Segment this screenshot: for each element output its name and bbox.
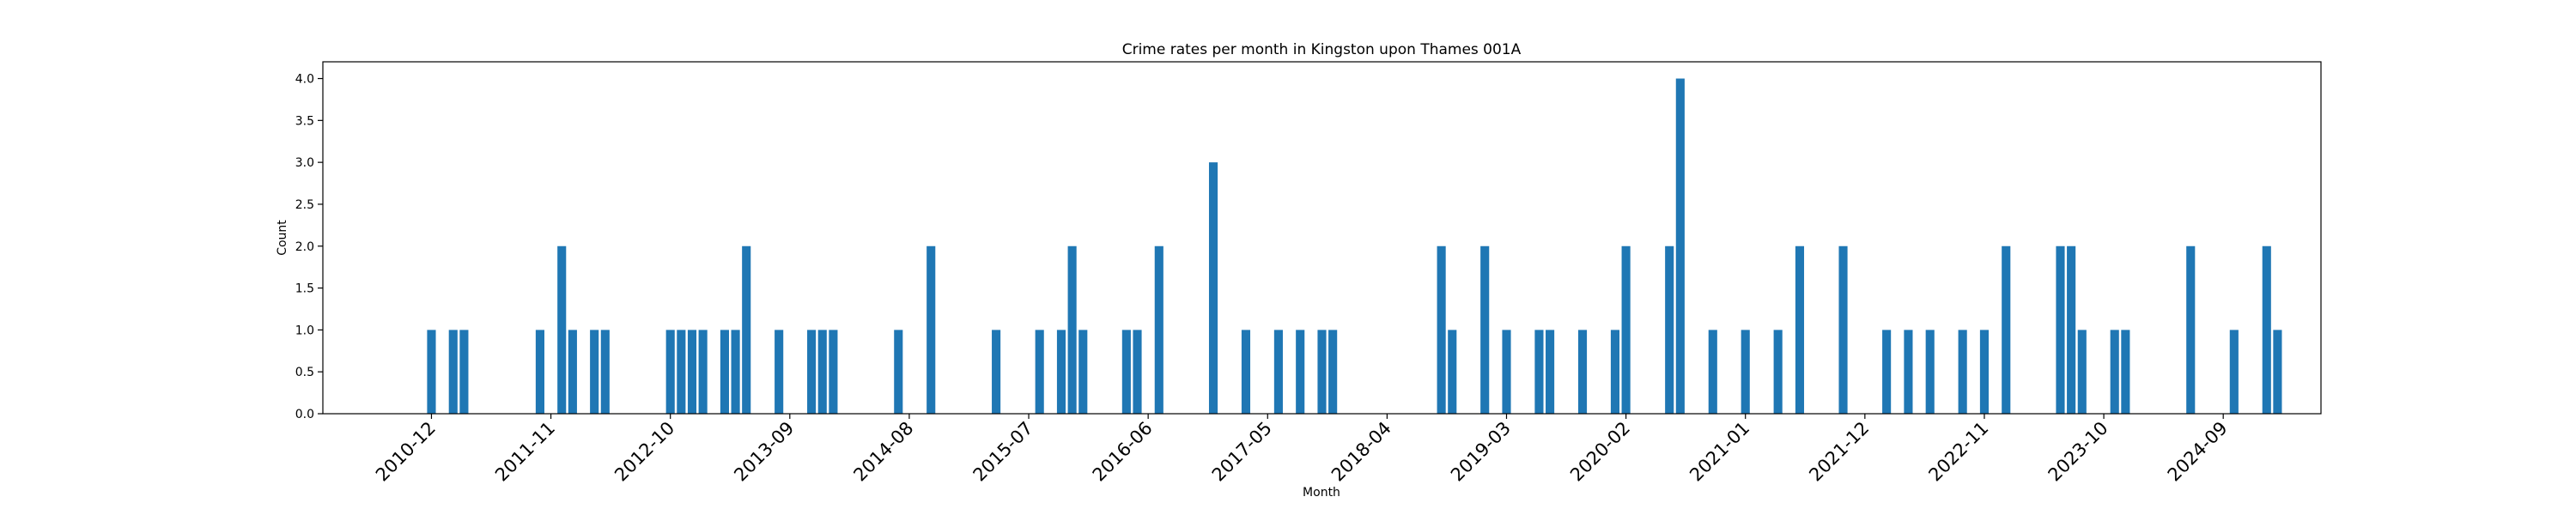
bar-2024-06 [2186, 245, 2196, 414]
bar-2019-07 [1546, 330, 1555, 414]
bar-2012-12 [687, 330, 697, 414]
bar-2020-10 [1708, 330, 1717, 414]
bar-2015-04 [992, 330, 1001, 414]
bar-2022-02 [1882, 330, 1892, 414]
bar-2020-06 [1665, 245, 1674, 414]
bar-2016-05 [1133, 330, 1142, 414]
x-tick-label: 2024-09 [2164, 418, 2232, 486]
chart-title: Crime rates per month in Kingston upon T… [1122, 41, 1522, 58]
bar-2012-03 [590, 330, 599, 414]
bar-2014-01 [829, 330, 838, 414]
bar-2019-01 [1480, 245, 1490, 414]
bar-2013-08 [775, 330, 784, 414]
bar-2012-10 [665, 330, 675, 414]
x-tick-label: 2019-03 [1447, 418, 1515, 486]
bar-2013-04 [731, 330, 740, 414]
bar-2010-12 [427, 330, 436, 414]
bar-2021-01 [1741, 330, 1750, 414]
bar-2017-08 [1296, 330, 1305, 414]
bar-2023-07 [2067, 245, 2076, 414]
bar-2025-02 [2273, 330, 2282, 414]
bar-2014-10 [927, 245, 936, 414]
plot-frame [322, 61, 2322, 415]
x-tick-label: 2016-06 [1089, 418, 1157, 486]
bar-2018-10 [1448, 330, 1457, 414]
bar-2012-01 [568, 330, 577, 414]
bar-2022-11 [1979, 330, 1990, 414]
x-tick-label: 2020-02 [1566, 418, 1634, 486]
bar-2021-04 [1773, 330, 1783, 414]
bars-group [427, 78, 2282, 415]
bar-2011-02 [448, 330, 458, 414]
bar-2015-11 [1067, 245, 1077, 414]
bar-2020-01 [1610, 330, 1620, 414]
bar-2011-10 [535, 330, 544, 414]
y-axis: 0.0 0.5 1.0 1.5 2.0 2.5 3.0 3.5 4.0 [295, 73, 323, 421]
bar-2017-10 [1317, 330, 1327, 414]
bar-2022-06 [1925, 330, 1935, 414]
x-axis: 2010-12 2011-11 2012-10 2013-09 2014-08 2015-… [372, 414, 2232, 486]
x-tick-label: 2023-10 [2044, 418, 2112, 486]
y-tick-label: 1.5 [295, 282, 314, 296]
x-tick-label: 2018-04 [1327, 418, 1395, 486]
bar-2014-07 [894, 330, 903, 414]
bar-2023-08 [2077, 330, 2087, 414]
bar-2015-08 [1035, 330, 1044, 414]
bar-2023-11 [2110, 330, 2119, 414]
bar-2013-05 [742, 245, 751, 414]
x-tick-label: 2015-07 [969, 418, 1037, 486]
y-tick-label: 3.5 [295, 114, 314, 128]
bar-2012-11 [677, 330, 686, 414]
bar-2023-12 [2121, 330, 2130, 414]
bar-2021-06 [1795, 245, 1805, 414]
x-tick-label: 2017-05 [1208, 418, 1276, 486]
y-axis-label: Count [276, 220, 289, 256]
y-tick-label: 4.0 [295, 73, 314, 87]
bar-2021-10 [1838, 245, 1848, 414]
bar-2012-04 [600, 330, 610, 414]
y-tick-label: 2.5 [295, 198, 314, 212]
bar-2017-11 [1328, 330, 1338, 414]
bar-2015-12 [1078, 330, 1088, 414]
x-tick-label: 2011-11 [491, 418, 559, 486]
x-tick-label: 2013-09 [730, 418, 798, 486]
x-tick-label: 2022-11 [1924, 418, 1992, 486]
bar-2013-12 [817, 330, 827, 414]
bar-2025-01 [2262, 245, 2271, 414]
x-tick-label: 2010-12 [372, 418, 440, 486]
bar-2022-09 [1958, 330, 1967, 414]
bar-2019-03 [1502, 330, 1511, 414]
bar-2016-04 [1121, 330, 1131, 414]
bar-2016-07 [1154, 245, 1163, 414]
bar-2023-06 [2056, 245, 2065, 414]
bar-2019-10 [1577, 330, 1588, 414]
bar-2024-10 [2229, 330, 2239, 414]
bar-2019-06 [1534, 330, 1544, 414]
bar-2020-02 [1621, 245, 1631, 414]
y-tick-label: 0.5 [295, 366, 314, 379]
bar-2015-10 [1056, 330, 1066, 414]
bar-2017-06 [1273, 330, 1283, 414]
bar-2022-04 [1904, 330, 1913, 414]
bar-2011-03 [459, 330, 469, 414]
y-tick-label: 0.0 [295, 408, 314, 421]
x-tick-label: 2014-08 [849, 418, 917, 486]
bar-2020-07 [1675, 78, 1685, 415]
bar-2013-11 [807, 330, 817, 414]
y-tick-label: 3.0 [295, 156, 314, 170]
x-axis-label: Month [1303, 486, 1340, 500]
y-tick-label: 1.0 [295, 324, 314, 337]
bar-2016-12 [1208, 162, 1218, 414]
x-tick-label: 2012-10 [611, 418, 678, 486]
y-tick-label: 2.0 [295, 240, 314, 254]
bar-2011-12 [557, 245, 567, 414]
bar-2023-01 [2002, 245, 2011, 414]
bar-2013-03 [720, 330, 729, 414]
bar-2018-09 [1437, 245, 1446, 414]
bar-2013-01 [698, 330, 708, 414]
x-tick-label: 2021-12 [1805, 418, 1873, 486]
bar-2017-03 [1241, 330, 1251, 414]
x-tick-label: 2021-01 [1686, 418, 1753, 486]
